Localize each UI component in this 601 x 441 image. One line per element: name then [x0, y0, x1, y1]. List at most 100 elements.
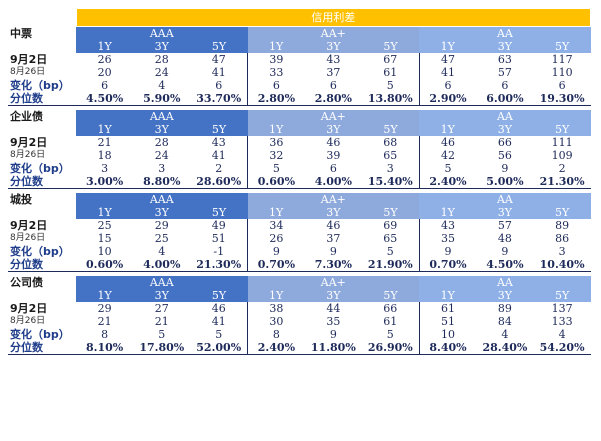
- value-cell: 41: [211, 66, 226, 79]
- value-cell: 110: [551, 66, 573, 79]
- value-cell: 43: [326, 53, 341, 66]
- value-cell: 3: [386, 162, 394, 175]
- value-cell: 0.70%: [247, 258, 305, 272]
- value-cell: 4: [501, 328, 509, 341]
- value-cell: 34: [247, 219, 305, 232]
- rating-label: AA: [476, 110, 534, 123]
- row-label: 变化（bp）: [10, 162, 70, 175]
- value-cell: 69: [383, 219, 398, 232]
- value-cell: 43: [418, 219, 477, 232]
- value-cell: 3: [558, 245, 566, 258]
- value-cell: 4.00%: [133, 258, 191, 272]
- value-cell: 36: [247, 136, 305, 149]
- value-cell: 8: [101, 328, 109, 341]
- rating-label: AA: [476, 193, 534, 206]
- row-percentile: 分位数 3.00% 8.80% 28.60% 0.60% 4.00% 15.40% 2.40%…: [8, 175, 591, 189]
- row-aug-26: 8月26日 21 21 41 30 35 61 51 84 133: [8, 315, 591, 328]
- tenor-header-blank: [8, 123, 76, 136]
- value-cell: 21: [97, 136, 112, 149]
- rating-label: AAA: [133, 26, 191, 40]
- value-cell: 4: [158, 79, 166, 92]
- value-cell: 46: [326, 136, 341, 149]
- rating-header-fill: [533, 276, 591, 289]
- value-cell: 41: [211, 149, 226, 162]
- value-cell: 2.80%: [247, 92, 305, 106]
- rating-label: AA+: [304, 276, 362, 289]
- rating-header-row: 中票 AAA AA+ AA: [8, 26, 591, 40]
- value-cell: 109: [551, 149, 573, 162]
- value-cell: 6: [501, 79, 509, 92]
- row-label: 分位数: [8, 341, 76, 355]
- value-cell: 9: [247, 245, 305, 258]
- value-cell: 0.60%: [247, 175, 305, 189]
- tenor-label: 3Y: [133, 206, 191, 219]
- value-cell: 21: [154, 315, 169, 328]
- tenor-label: 5Y: [361, 40, 420, 53]
- value-cell: 89: [497, 302, 512, 315]
- value-cell: 20: [97, 66, 112, 79]
- tenor-label: 3Y: [476, 206, 534, 219]
- row-label: 9月2日: [10, 219, 48, 232]
- rating-header-fill: [76, 276, 134, 289]
- section-name: 城投: [10, 193, 32, 206]
- value-cell: 39: [247, 53, 305, 66]
- value-cell: 5.00%: [476, 175, 534, 189]
- rating-header-row: 城投 AAA AA+ AA: [8, 193, 591, 206]
- tenor-label: 5Y: [190, 289, 248, 302]
- value-cell: 37: [326, 232, 341, 245]
- tenor-header-row: 1Y 3Y 5Y 1Y 3Y 5Y 1Y 3Y 5Y: [8, 289, 591, 302]
- value-cell: 28.40%: [476, 341, 534, 355]
- value-cell: 3: [101, 162, 109, 175]
- rating-header-fill: [361, 26, 420, 40]
- value-cell: 89: [555, 219, 570, 232]
- tenor-label: 3Y: [304, 206, 362, 219]
- tenor-label: 5Y: [190, 123, 248, 136]
- value-cell: 6.00%: [476, 92, 534, 106]
- value-cell: 39: [326, 149, 341, 162]
- value-cell: 8.40%: [418, 341, 477, 355]
- row-sep-2: 9月2日 29 27 46 38 44 66 61 89 137: [8, 302, 591, 315]
- rating-label: AAA: [133, 193, 191, 206]
- value-cell: 27: [154, 302, 169, 315]
- value-cell: 46: [211, 302, 226, 315]
- row-change-bp: 变化（bp） 3 3 2 5 6 3 5 9 2: [8, 162, 591, 175]
- tenor-label: 1Y: [247, 40, 305, 53]
- value-cell: 10.40%: [533, 258, 591, 272]
- value-cell: 66: [383, 302, 398, 315]
- rating-header-fill: [247, 26, 305, 40]
- value-cell: 21: [97, 315, 112, 328]
- rating-header-fill: [247, 276, 305, 289]
- value-cell: 8.80%: [133, 175, 191, 189]
- value-cell: 65: [383, 232, 398, 245]
- table-title: 信用利差: [75, 8, 592, 27]
- value-cell: 2.40%: [247, 341, 305, 355]
- value-cell: 46: [326, 219, 341, 232]
- value-cell: 6: [247, 79, 305, 92]
- value-cell: 30: [247, 315, 305, 328]
- value-cell: 2.80%: [304, 92, 362, 106]
- rating-label: AA: [476, 26, 534, 40]
- credit-spread-table: 信用利差 中票 AAA AA+ AA 1Y 3Y 5Y 1Y 3Y 5Y 1Y 3Y 5Y 9月2日 26 2…: [8, 8, 592, 355]
- value-cell: 33.70%: [190, 92, 248, 106]
- value-cell: 5: [215, 328, 223, 341]
- value-cell: 26: [97, 53, 112, 66]
- tenor-label: 5Y: [533, 206, 591, 219]
- value-cell: 15: [97, 232, 112, 245]
- value-cell: 25: [97, 219, 112, 232]
- rating-header-fill: [190, 276, 248, 289]
- value-cell: 42: [418, 149, 477, 162]
- value-cell: 47: [211, 53, 226, 66]
- rating-header-fill: [247, 193, 305, 206]
- rating-header-fill: [533, 110, 591, 123]
- rating-header-fill: [76, 26, 134, 40]
- value-cell: 6: [101, 79, 109, 92]
- value-cell: 61: [383, 66, 398, 79]
- value-cell: 38: [247, 302, 305, 315]
- value-cell: 24: [154, 149, 169, 162]
- value-cell: 0.70%: [418, 258, 477, 272]
- rating-header-row: 企业债 AAA AA+ AA: [8, 110, 591, 123]
- tenor-header-row: 1Y 3Y 5Y 1Y 3Y 5Y 1Y 3Y 5Y: [8, 40, 591, 53]
- value-cell: 3: [158, 162, 166, 175]
- value-cell: 68: [383, 136, 398, 149]
- value-cell: 9: [329, 328, 337, 341]
